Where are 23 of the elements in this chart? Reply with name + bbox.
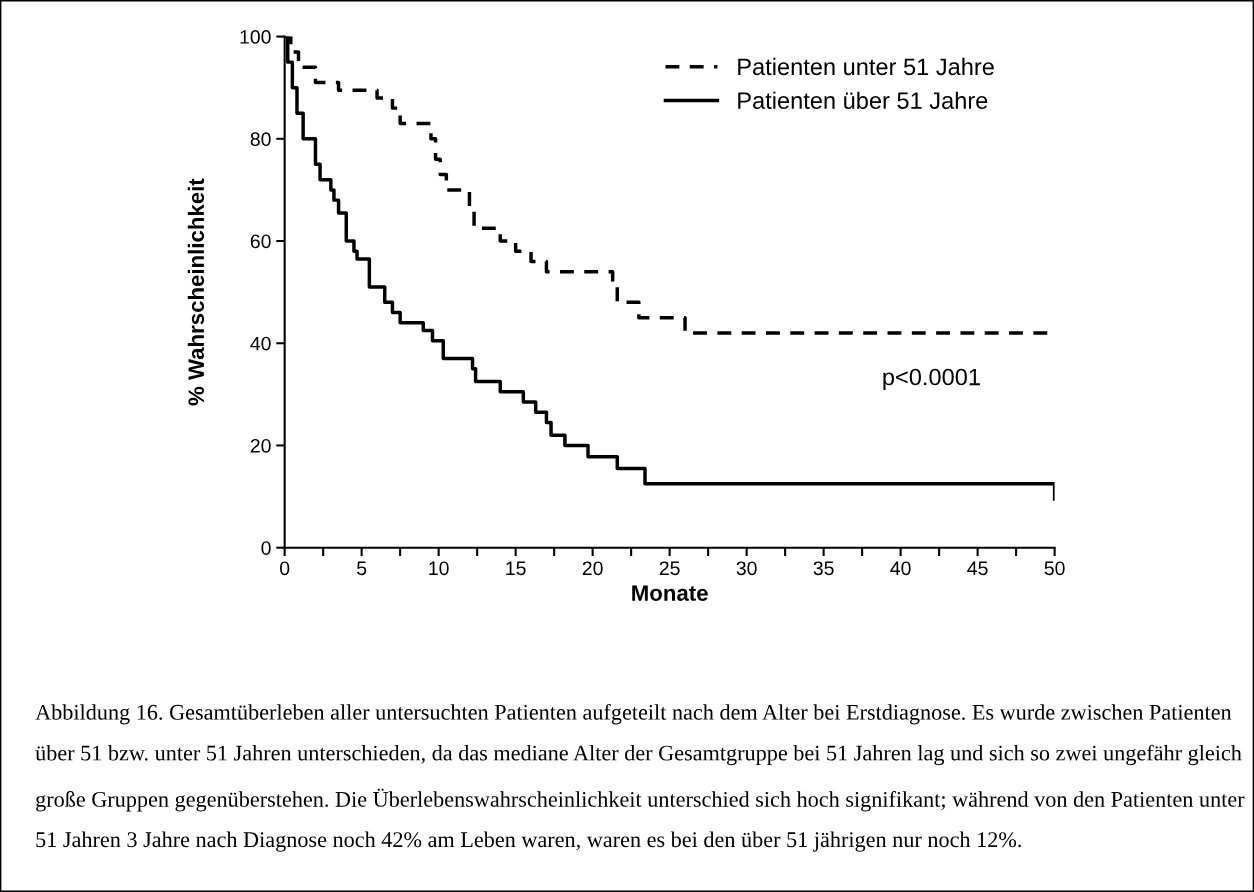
x-tick-label: 15 xyxy=(506,561,526,576)
x-tick-label: 40 xyxy=(890,561,911,576)
x-tick-label: 50 xyxy=(1044,561,1065,576)
x-tick-label: 0 xyxy=(280,561,290,576)
x-tick-label: 20 xyxy=(582,561,603,576)
x-tick-label: 30 xyxy=(736,561,757,576)
x-axis-title: Monate xyxy=(632,585,708,601)
x-tick-label: 35 xyxy=(813,561,834,576)
y-tick-label: 0 xyxy=(261,541,271,555)
y-tick-label: 60 xyxy=(250,234,271,249)
y-tick-label: 20 xyxy=(250,438,271,453)
annotation: p<0.0001 xyxy=(883,368,980,391)
x-tick-label: 45 xyxy=(967,561,988,576)
text: Abbildung 16. Gesamtüberleben aller untersuchten Patienten aufgeteilt nach dem Alter bei Erstdiagnose. Es wurde zwischen Patienten über 51 bzw. unter 51 Jahren unterschieden, da das mediane Alter der Gesamtgruppe bei 51 Jahren lag und sich so zwei ungefähr gleich große Gruppen gegenüberstehen. Die Überlebenswahrscheinlichkeit unterschied sich hoch signifikant; während von den Patienten unter 51 Jahren 3 Jahre nach Diagnose noch 42% am Leben waren, waren es bei den über 51 jährigen nur noch 12%. xyxy=(35,703,1245,852)
y-tick-label: 100 xyxy=(240,30,271,44)
y-tick-label: 40 xyxy=(250,336,271,351)
y-axis-title: % Wahrscheinlichkeit xyxy=(187,178,205,406)
legend-label: Patienten unter 51 Jahre xyxy=(738,57,994,76)
x-tick-label: 5 xyxy=(357,561,367,576)
x-tick-label: 10 xyxy=(429,561,449,576)
y-tick-label: 80 xyxy=(250,132,271,147)
legend-label: Patienten über 51 Jahre xyxy=(738,91,988,109)
x-tick-label: 25 xyxy=(659,561,680,576)
